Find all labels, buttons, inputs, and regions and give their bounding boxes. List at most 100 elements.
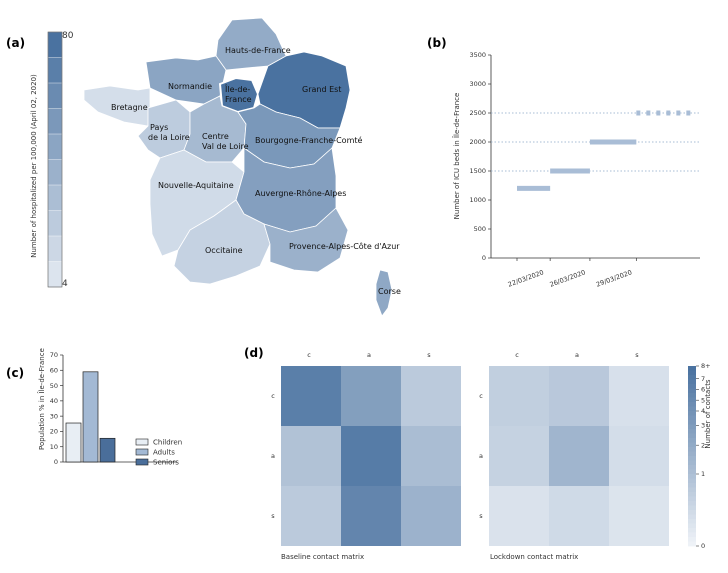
contact-colorbar-tick-label: 3 [701, 422, 705, 430]
contact-colorbar: 0 1 2 3 4 5 6 7 8+ [688, 362, 711, 550]
contact-colorbar-step [688, 397, 696, 403]
matrix-cell [549, 426, 609, 486]
matrix-cell [609, 426, 669, 486]
colorbar-step [47, 235, 63, 263]
icu-x-tick-label: 22/03/2020 [507, 268, 545, 288]
matrix-col-label: c [307, 351, 311, 359]
contact-colorbar-step [688, 402, 696, 407]
icu-y-title: Number of ICU beds in Île-de-France [452, 93, 461, 220]
colorbar-step [47, 184, 63, 212]
matrix-row-label: s [271, 512, 275, 520]
panel-label-b: (b) [427, 36, 447, 50]
colorbar-max-label: 80 [62, 31, 74, 41]
colorbar-step [47, 159, 63, 186]
region-provence-alpes-c-te-d-azur [263, 207, 349, 273]
icu-y-tick-label: 3500 [469, 51, 486, 59]
icu-y-ticks: 0 500 1000 1500 2000 2500 3000 3500 [469, 51, 491, 262]
matrix-cell [609, 366, 669, 426]
matrix-cell [341, 366, 401, 426]
region-label--le-de-france: Île-de-France [224, 83, 252, 104]
pop-y-tick-label: 40 [50, 397, 58, 405]
pop-y-tick-label: 70 [50, 351, 58, 359]
region-label-provence-alpes-c-te-d-azur: Provence-Alpes-Côte d'Azur [289, 241, 400, 251]
contact-colorbar-step [688, 505, 696, 511]
icu-y-tick-label: 1500 [469, 167, 486, 175]
panel-label-c: (c) [6, 366, 24, 380]
contact-colorbar-step [688, 523, 696, 529]
pop-bar-children [65, 422, 82, 463]
contact-colorbar-tick-label: 7 [701, 375, 705, 383]
colorbar-step [47, 31, 63, 59]
contact-colorbar-step [688, 532, 696, 538]
matrix-cell [281, 426, 341, 486]
icu-y-tick-label: 3000 [469, 80, 486, 88]
pop-y-tick-label: 20 [50, 428, 58, 436]
region-label-occitaine: Occitaine [205, 246, 243, 255]
matrix-cell [281, 486, 341, 546]
contact-colorbar-step [688, 384, 696, 389]
contact-colorbar-step [688, 442, 696, 448]
pop-y-ticks: 0 10 20 30 40 50 60 70 [50, 351, 63, 466]
colorbar-step [47, 108, 63, 135]
matrix-cell [401, 486, 461, 546]
matrix-col-label: a [575, 351, 579, 359]
colorbar-step [47, 261, 63, 288]
contact-colorbar-step [688, 474, 696, 479]
icu-x-tick-label: 26/03/2020 [549, 268, 587, 288]
matrix-col-label: c [515, 351, 519, 359]
contact-panel: c c a a s s c c a a s s Baseline contact matrix Lo… [271, 351, 712, 561]
icu-y-tick-label: 0 [482, 254, 486, 262]
contact-colorbar-step [688, 456, 696, 461]
contact-colorbar-tick-label: 5 [701, 396, 705, 404]
pop-bar-adults [82, 371, 99, 463]
icu-segments [517, 110, 696, 191]
matrix-cell [401, 426, 461, 486]
contact-colorbar-step [688, 537, 696, 542]
contact-colorbar-step [688, 447, 696, 452]
baseline-matrix: c c a a s s [271, 351, 461, 546]
matrix-col-label: a [367, 351, 371, 359]
contact-colorbar-step [688, 438, 696, 443]
region-label-pays-de-la-loire: Pays de la Loire [148, 123, 190, 142]
contact-colorbar-step [688, 541, 696, 547]
contact-colorbar-step [688, 465, 696, 470]
matrix-cell [401, 366, 461, 426]
colorbar-step [47, 210, 63, 237]
population-panel: 0 10 20 30 40 50 60 70 Children Adults Seniors Po… [37, 348, 182, 466]
pop-y-tick-label: 10 [50, 443, 58, 451]
contact-colorbar-tick-label: 0 [701, 542, 705, 550]
matrix-cell [609, 486, 669, 546]
matrix-cell [549, 366, 609, 426]
matrix-col-label: s [635, 351, 639, 359]
contact-colorbar-step [688, 379, 696, 385]
matrix-cell [489, 486, 549, 546]
contact-colorbar-step [688, 415, 696, 421]
contact-colorbar-step [688, 496, 696, 502]
map-colorbar [47, 31, 63, 288]
legend-label-children: Children [153, 439, 182, 447]
contact-colorbar-step [688, 433, 696, 439]
colorbar-step [47, 57, 63, 84]
contact-colorbar-step [688, 370, 696, 376]
icu-y-tick-label: 2000 [469, 138, 486, 146]
icu-y-tick-label: 500 [474, 225, 486, 233]
contact-colorbar-step [688, 510, 696, 515]
baseline-title: Baseline contact matrix [281, 553, 364, 561]
panel-label-d: (d) [244, 346, 264, 360]
matrix-cell [549, 486, 609, 546]
region-label-bretagne: Bretagne [111, 103, 148, 112]
colorbar-step [47, 133, 63, 161]
matrix-cell [341, 486, 401, 546]
contact-colorbar-step [688, 451, 696, 457]
contact-colorbar-title: Number of contacts [704, 379, 712, 449]
pop-bars [65, 371, 116, 463]
pop-y-tick-label: 60 [50, 366, 58, 374]
region-label-centre-val-de-loire: Centre Val de Loire [202, 132, 249, 151]
matrix-row-label: c [271, 392, 275, 400]
lockdown-title: Lockdown contact matrix [490, 553, 578, 561]
matrix-row-label: c [479, 392, 483, 400]
region-label-auvergne-rh-ne-alpes: Auvergne-Rhône-Alpes [255, 188, 346, 198]
map-panel: 80 4 Number of hospitalized per 100,000 … [30, 17, 401, 317]
